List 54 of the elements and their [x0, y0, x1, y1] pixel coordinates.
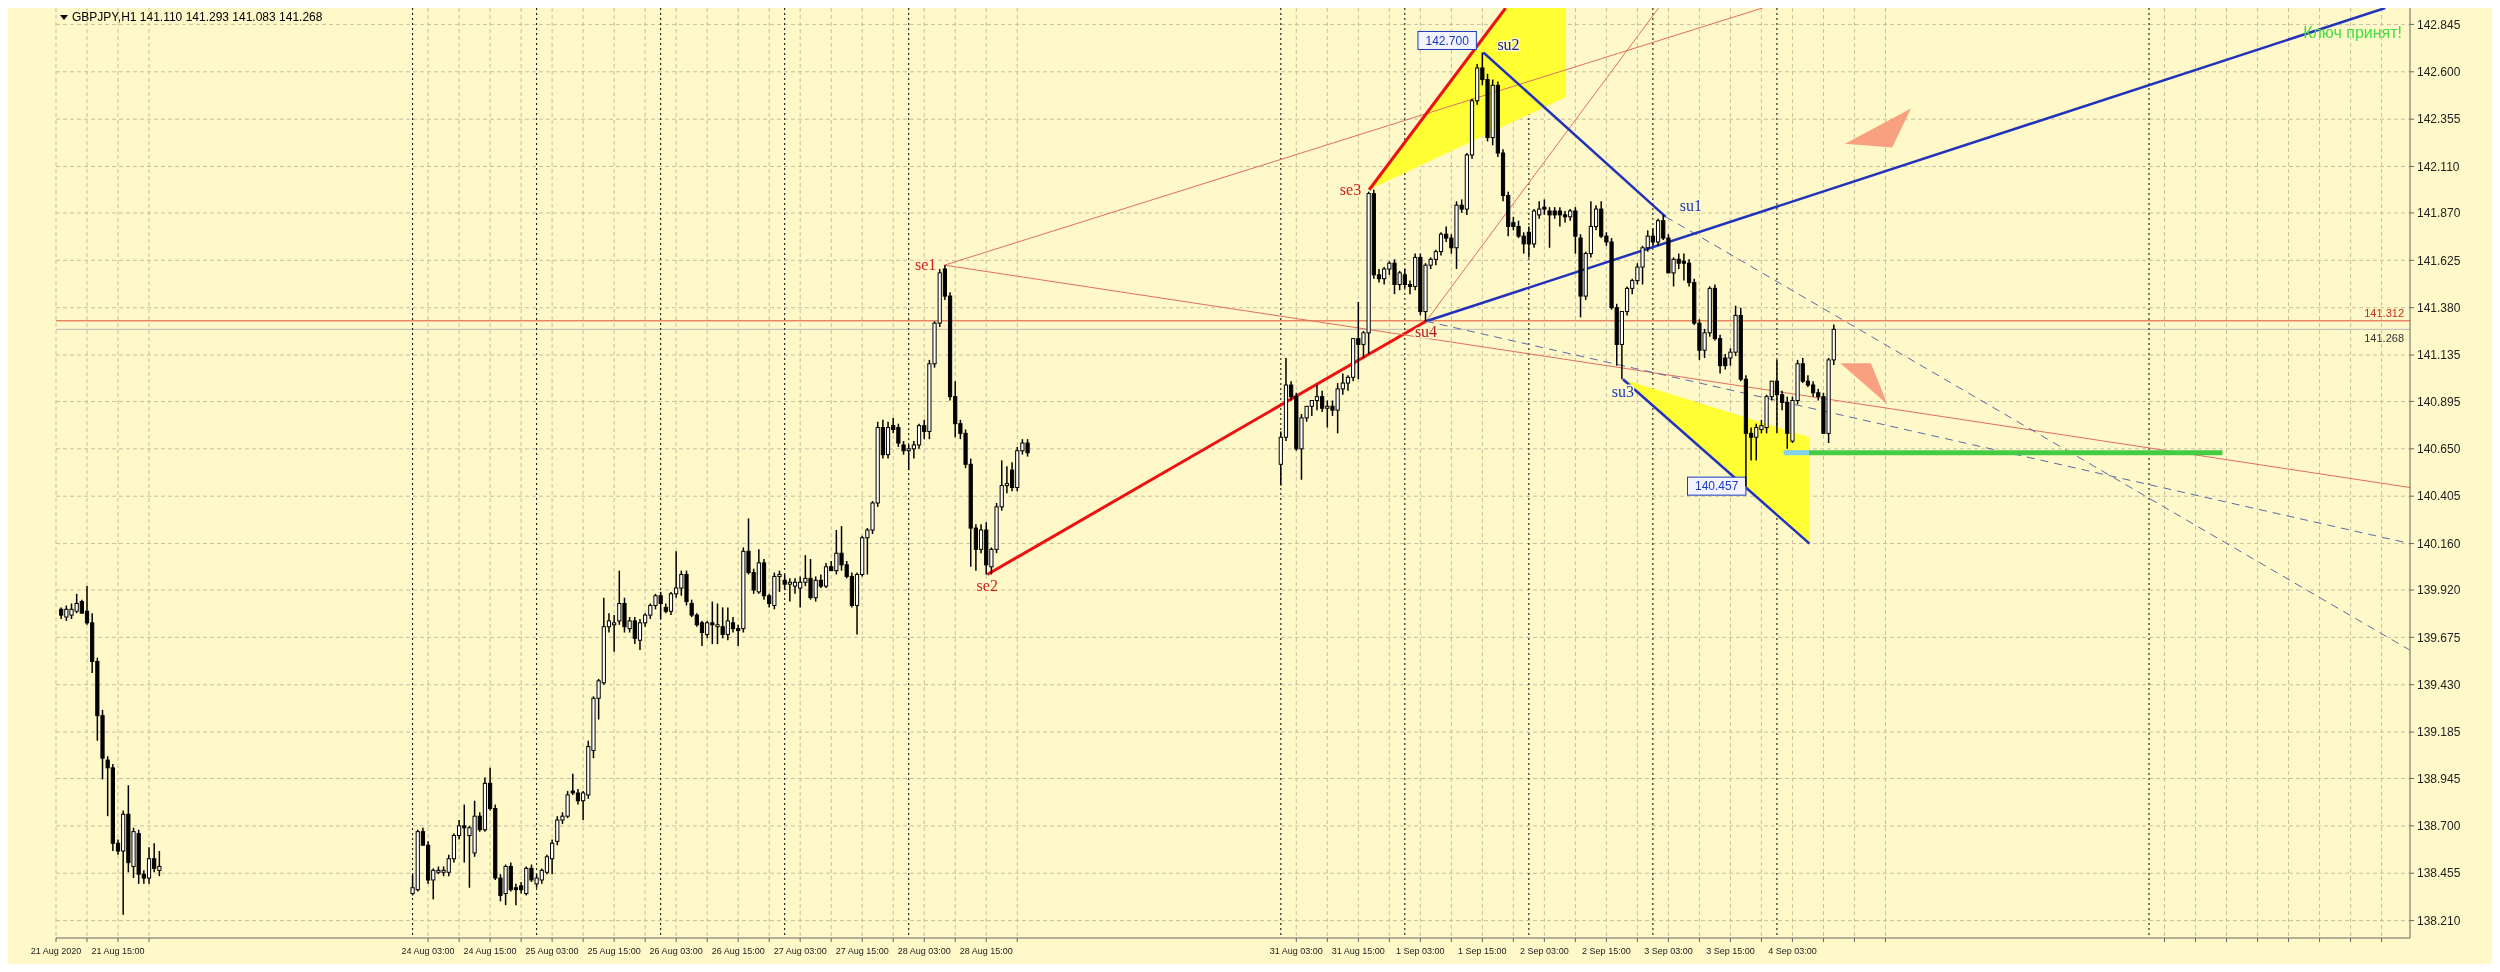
x-tick-label: 31 Aug 15:00: [1331, 946, 1385, 956]
x-tick-label: 27 Aug 03:00: [773, 946, 827, 956]
ref-line-label: 141.268: [2364, 332, 2404, 345]
y-tick-label: 141.380: [2417, 300, 2461, 315]
annotation: 142.700: [1425, 33, 1470, 48]
x-tick-label: 3 Sep 03:00: [1644, 946, 1693, 956]
x-tick-label: 21 Aug 2020: [30, 946, 82, 956]
annotation: se1: [915, 256, 937, 274]
annotation: se2: [976, 576, 998, 594]
chart-title: GBPJPY,H1 141.110 141.293 141.083 141.268: [72, 10, 323, 24]
x-tick-label: 25 Aug 03:00: [525, 946, 579, 956]
x-tick-label: 28 Aug 03:00: [897, 946, 951, 956]
y-tick-label: 138.210: [2417, 913, 2461, 928]
annotation: se3: [1339, 180, 1362, 198]
x-tick-label: 2 Sep 03:00: [1520, 946, 1569, 956]
x-tick-label: 24 Aug 15:00: [463, 946, 517, 956]
x-tick-label: 3 Sep 15:00: [1706, 946, 1755, 956]
y-tick-label: 139.920: [2417, 583, 2461, 598]
x-tick-label: 28 Aug 15:00: [959, 946, 1013, 956]
x-tick-label: 26 Aug 15:00: [711, 946, 765, 956]
x-tick-label: 25 Aug 15:00: [587, 946, 641, 956]
annotation: su2: [1497, 36, 1520, 54]
x-tick-label: 21 Aug 15:00: [91, 946, 145, 956]
x-tick-label: 4 Sep 03:00: [1768, 946, 1817, 956]
annotation: Ключ принят!: [2303, 24, 2402, 41]
annotation: su3: [1611, 383, 1635, 401]
y-tick-label: 141.135: [2417, 348, 2461, 363]
annotation: 140.457: [1695, 479, 1739, 494]
y-tick-label: 138.700: [2417, 819, 2461, 834]
y-tick-label: 141.625: [2417, 253, 2461, 268]
y-tick-label: 141.870: [2417, 206, 2461, 221]
annotation: su4: [1414, 323, 1438, 341]
x-tick-label: 26 Aug 03:00: [649, 946, 703, 956]
y-tick-label: 142.845: [2417, 17, 2461, 32]
x-tick-label: 1 Sep 03:00: [1396, 946, 1445, 956]
y-tick-label: 142.355: [2417, 112, 2461, 127]
x-tick-label: 31 Aug 03:00: [1269, 946, 1323, 956]
ref-line-label: 141.312: [2364, 306, 2404, 319]
y-tick-label: 140.405: [2417, 489, 2461, 504]
x-tick-label: 2 Sep 15:00: [1582, 946, 1631, 956]
y-tick-label: 142.110: [2417, 159, 2460, 174]
y-tick-label: 139.430: [2417, 677, 2461, 692]
y-tick-label: 140.895: [2417, 394, 2461, 409]
x-tick-label: 1 Sep 15:00: [1458, 946, 1507, 956]
y-tick-label: 138.945: [2417, 771, 2461, 786]
y-tick-label: 140.160: [2417, 536, 2461, 551]
y-tick-label: 138.455: [2417, 866, 2461, 881]
x-tick-label: 24 Aug 03:00: [401, 946, 455, 956]
y-tick-label: 140.650: [2417, 442, 2461, 457]
y-tick-label: 142.600: [2417, 65, 2461, 79]
annotation: su1: [1679, 196, 1703, 214]
y-tick-label: 139.675: [2417, 630, 2461, 645]
x-tick-label: 27 Aug 15:00: [835, 946, 889, 956]
y-tick-label: 139.185: [2417, 725, 2461, 740]
